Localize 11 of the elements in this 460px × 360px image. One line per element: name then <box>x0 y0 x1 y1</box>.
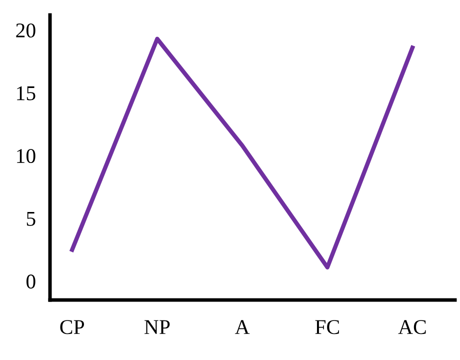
x-tick-label: AC <box>398 320 426 334</box>
x-tick-label: NP <box>144 320 170 334</box>
y-tick-label: 10 <box>17 148 36 164</box>
line-series <box>70 36 415 270</box>
y-tick-label: 0 <box>26 274 36 289</box>
x-tick-label: A <box>234 320 250 334</box>
y-tick-label: 20 <box>16 23 36 38</box>
x-tick-label: CP <box>60 320 84 334</box>
x-tick-label: FC <box>315 320 339 334</box>
y-tick-label: 5 <box>26 212 36 226</box>
y-tick-label: 15 <box>17 86 36 100</box>
